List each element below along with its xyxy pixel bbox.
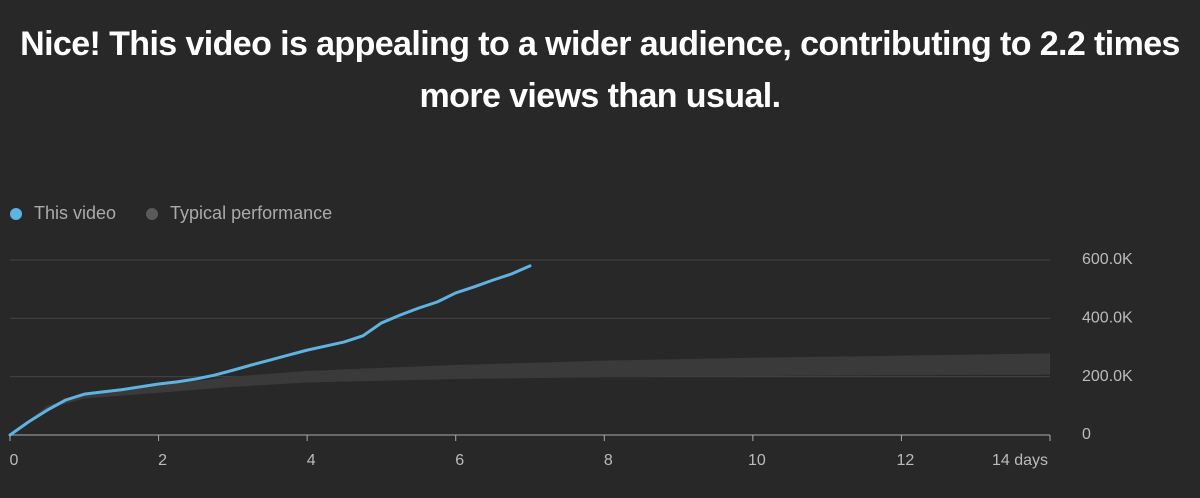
x-tick-label: 10 xyxy=(748,452,766,469)
legend-label: This video xyxy=(34,203,116,223)
x-tick-label: 0 xyxy=(10,452,19,469)
chart-title: Nice! This video is appealing to a wider… xyxy=(20,25,1180,115)
y-tick-label: 600.0K xyxy=(1082,251,1133,268)
series-line xyxy=(8,264,532,437)
legend-marker xyxy=(146,208,159,220)
x-tick-label: 14 days xyxy=(992,452,1048,469)
x-tick-label: 2 xyxy=(158,452,167,469)
y-tick-label: 0 xyxy=(1082,426,1091,443)
x-tick-label: 6 xyxy=(455,452,464,469)
x-tick-label: 12 xyxy=(897,452,915,469)
legend-label: Typical performance xyxy=(170,203,332,223)
typical-band xyxy=(10,353,1050,435)
x-tick-label: 4 xyxy=(307,452,316,469)
x-tick-label: 8 xyxy=(604,452,613,469)
y-tick-label: 200.0K xyxy=(1082,368,1133,385)
y-tick-label: 400.0K xyxy=(1082,310,1133,327)
legend-marker xyxy=(10,208,22,220)
